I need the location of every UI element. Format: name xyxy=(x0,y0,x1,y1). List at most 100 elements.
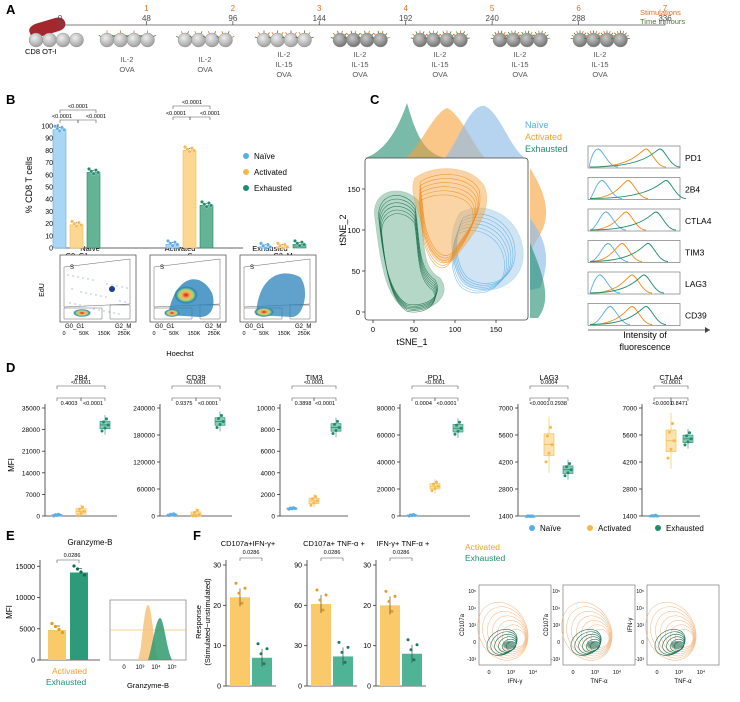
e-data-point xyxy=(72,564,75,567)
d-data-point xyxy=(174,513,177,516)
t-cell-icon xyxy=(141,33,155,47)
f-flow-ytick: 10³ xyxy=(637,623,645,629)
t-cell-icon xyxy=(114,33,128,47)
condition-label: IL-2 xyxy=(354,50,367,59)
d-data-point xyxy=(684,443,687,446)
marker-label: LAG3 xyxy=(685,279,707,289)
receptor-spike-icon xyxy=(508,32,509,34)
f-pvalue: 0.0286 xyxy=(324,550,341,556)
f-data-point xyxy=(325,593,328,596)
d-pvalue: 0.4003 xyxy=(61,401,78,407)
d-y-tick-label: 240000 xyxy=(133,406,155,413)
flow-event-dot xyxy=(73,276,74,277)
d-y-tick-label: 21000 xyxy=(22,449,40,456)
b-y-tick-label: 20 xyxy=(45,221,53,228)
flow-event-dot xyxy=(119,314,120,315)
d-y-tick-label: 35000 xyxy=(22,406,40,413)
receptor-spike-icon xyxy=(614,33,616,35)
receptor-spike-icon xyxy=(492,35,494,36)
receptor-spike-icon xyxy=(385,33,387,35)
flow-event-dot xyxy=(93,280,94,281)
t-cell-icon xyxy=(56,33,70,47)
receptor-spike-icon xyxy=(215,31,216,33)
d-pvalue: 0.2938 xyxy=(550,401,567,407)
receptor-spike-icon xyxy=(255,37,257,38)
f-data-point xyxy=(338,641,341,644)
t-cell-icon xyxy=(600,33,614,47)
f-y-tick-label: 0 xyxy=(217,684,221,691)
d-pvalue: <0.0001 xyxy=(425,380,445,386)
f-flow-ytick: 10⁵ xyxy=(636,589,644,595)
receptor-spike-icon xyxy=(222,31,223,33)
d-pvalue: <0.0001 xyxy=(529,401,549,407)
e-data-point xyxy=(50,622,53,625)
d-data-point xyxy=(532,515,535,518)
d-y-tick-label: 40000 xyxy=(377,460,395,467)
d-legend-exhausted-dot xyxy=(655,525,661,531)
granzyme-ylabel: MFI xyxy=(5,605,14,619)
f-data-point xyxy=(344,661,347,664)
d-data-point xyxy=(432,483,435,486)
flow-event-dot xyxy=(81,292,82,293)
stimulation-number: 4 xyxy=(403,4,408,13)
f-y-tick-label: 30 xyxy=(294,643,302,650)
d-data-point xyxy=(101,430,104,433)
d-data-point xyxy=(83,510,86,513)
stimulation-number: 6 xyxy=(576,4,581,13)
receptor-spike-icon xyxy=(596,31,597,33)
receptor-spike-icon xyxy=(347,33,349,35)
receptor-spike-icon xyxy=(601,33,603,35)
d-data-point xyxy=(217,417,220,420)
b-data-point xyxy=(92,172,95,175)
d-data-point xyxy=(549,426,552,429)
b-y-tick-label: 90 xyxy=(45,136,53,143)
f-y-tick-label: 0 xyxy=(298,684,302,691)
flow-gate-label-g2: G2_M xyxy=(295,324,311,330)
receptor-spike-icon xyxy=(627,35,629,36)
f-bar-title: CD107a+IFN-γ+ xyxy=(221,539,276,548)
d-data-point xyxy=(460,427,463,430)
f-bar xyxy=(380,605,400,686)
d-y-tick-label: 0 xyxy=(391,514,395,521)
condition-label: IL-2 xyxy=(594,50,607,59)
panel-letter-b: B xyxy=(6,92,15,107)
flow-event-dot xyxy=(109,312,110,313)
receptor-spike-icon xyxy=(546,35,548,36)
marker-label: 2B4 xyxy=(685,185,700,195)
f-flow-ytick: -10³ xyxy=(551,657,560,663)
panel-letter-f: F xyxy=(193,528,201,543)
f-data-point xyxy=(347,646,350,649)
f-data-point xyxy=(388,600,391,603)
t-cell-icon xyxy=(614,33,628,47)
receptor-spike-icon xyxy=(358,33,360,35)
legend-exhausted: Exhausted xyxy=(254,184,292,193)
panel-letter-c: C xyxy=(370,92,380,107)
legend-activated: Activated xyxy=(254,168,287,177)
d-data-point xyxy=(332,432,335,435)
f-sig-bracket xyxy=(321,558,343,561)
flow-event-dot xyxy=(106,297,107,298)
receptor-spike-icon xyxy=(466,34,468,36)
receptor-spike-icon xyxy=(531,32,532,34)
timepoint-label: 96 xyxy=(228,14,237,23)
f-flow-ytick: 10³ xyxy=(469,623,477,629)
receptor-spike-icon xyxy=(413,34,415,36)
d-y-tick-label: 60000 xyxy=(137,487,155,494)
t-cell-icon xyxy=(127,33,141,47)
b-data-point xyxy=(205,205,208,208)
f-y-tick-label: 60 xyxy=(294,603,302,610)
f-flow-xtick: 10³ xyxy=(675,670,683,676)
f-pvalue: 0.0286 xyxy=(243,550,260,556)
receptor-spike-icon xyxy=(331,38,333,39)
granzyme-hist-tick: 10³ xyxy=(136,665,145,671)
flow-x-tick-label: 250K xyxy=(208,331,221,337)
d-y-tick-label: 4200 xyxy=(623,460,638,467)
d-data-point xyxy=(690,437,693,440)
f-sig-bracket xyxy=(240,558,262,561)
f-data-point xyxy=(410,648,413,651)
f-flow-xtick: 10⁴ xyxy=(697,669,706,676)
flow-x-tick-label: 50K xyxy=(259,331,269,337)
d-data-point xyxy=(294,507,297,510)
d-legend-activated-dot xyxy=(587,525,593,531)
